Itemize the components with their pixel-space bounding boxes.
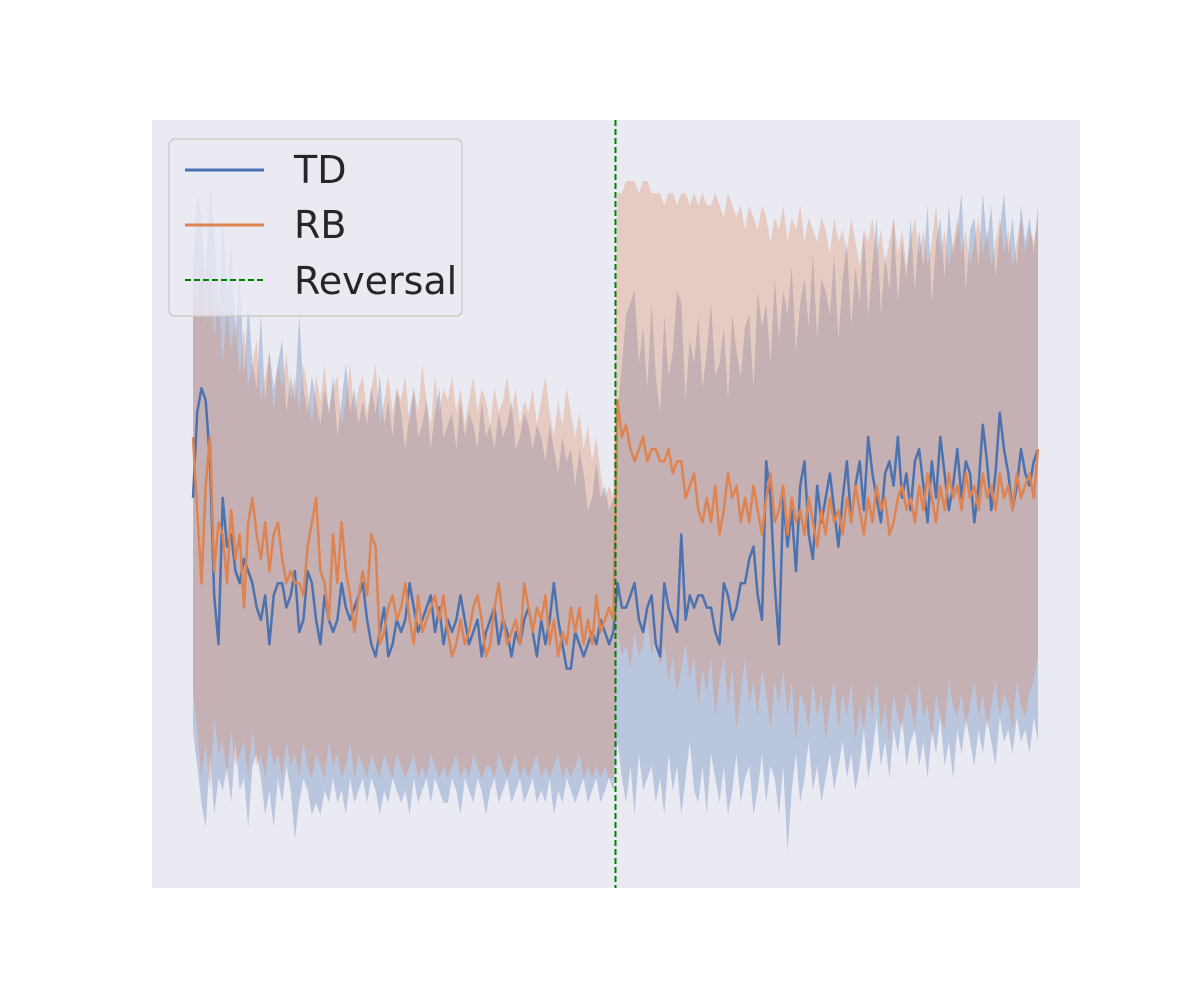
legend-label-reversal: Reversal [294,259,457,303]
legend: TD RB Reversal [168,138,463,317]
legend-box [168,138,463,317]
legend-label-rb: RB [294,203,346,247]
legend-label-td: TD [293,148,346,192]
